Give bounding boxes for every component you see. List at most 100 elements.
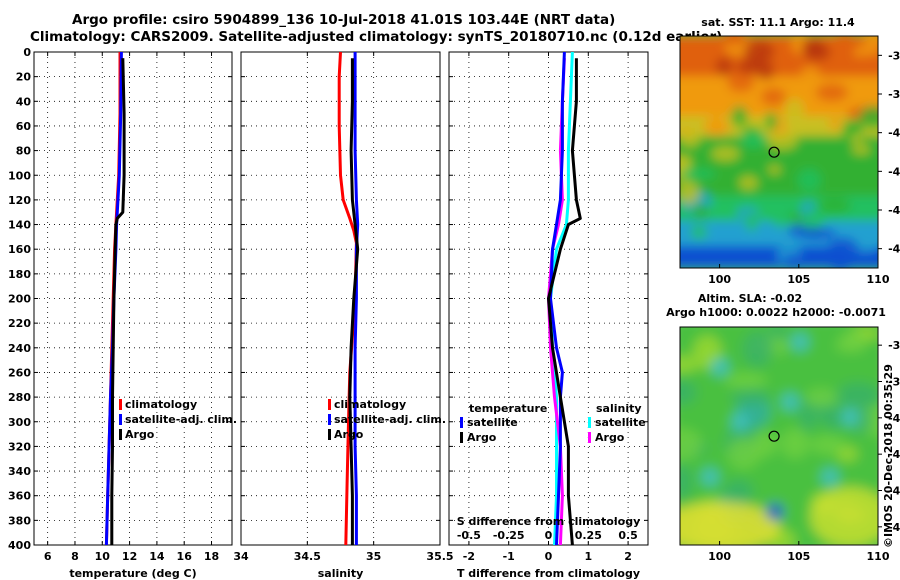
temperature-panel: 0 20 40 60 80 100 120 140 160 180 200 220 240 260 280 3… [8,46,237,580]
sla-blob [810,487,878,545]
y-tick-label: 40 [16,95,32,108]
sst-blob [801,38,825,55]
x-tick-label: 34.5 [294,550,321,563]
sla-blob [680,502,780,545]
argo-location-marker [768,146,780,158]
y-tick-label: 360 [8,490,31,503]
sla-map-subtitle: Argo h1000: 0.0022 h2000: -0.0071 [666,306,886,319]
sst-map [680,36,878,268]
legend-title-temperature: temperature [469,402,547,415]
series-t-argo [547,58,582,546]
y-tick-label: 140 [8,219,31,232]
sla-eddy [781,393,799,411]
sst-blob [757,60,775,81]
top-x-axis-label: S difference from climatology [457,515,641,528]
sst-blob [680,168,717,180]
sla-blob [724,372,768,389]
sst-blob [801,227,837,241]
legend-swatch [588,432,591,443]
sst-field [680,36,878,268]
x-tick-label: 34 [233,550,249,563]
map-x-tick-label: 100 [708,273,731,286]
map-y-tick-label: -38 [888,376,900,389]
argo-location-marker [768,430,780,442]
sst-blob [767,130,798,150]
legend-label: satellite-adj. clim. [334,413,446,426]
legend-label: satellite-adj. clim. [125,413,237,426]
map-y-tick-label: -44 [888,485,900,498]
map-x-tick-label: 105 [787,273,810,286]
sla-blob [742,331,773,368]
legend-label: Argo [595,431,625,444]
legend-title-salinity: salinity [596,402,642,415]
legend-label: satellite [595,416,646,429]
sst-blob [738,175,758,190]
sst-blob [680,129,701,148]
y-tick-label: 280 [8,391,31,404]
series-climatology [337,51,358,546]
legend-label: Argo [125,428,155,441]
series-argo [110,58,126,545]
x-axis-label: temperature (deg C) [69,567,196,580]
x-tick-label: 14 [149,550,165,563]
y-tick-label: 260 [8,366,31,379]
sla-eddy [791,333,809,351]
x-tick-label: 12 [122,550,137,563]
sst-blob [743,40,775,63]
y-tick-label: 220 [8,317,31,330]
sst-blob [784,98,805,121]
sst-blob [827,118,845,130]
y-tick-label: 400 [8,539,31,552]
map-y-tick-label: -40 [888,412,900,425]
sst-blob [692,203,709,220]
legend-label: satellite [467,416,518,429]
sla-blob [680,464,693,500]
sst-blob [711,146,740,162]
sla-blob [680,428,703,461]
y-tick-label: 180 [8,268,31,281]
x-tick-label: 10 [95,550,111,563]
sst-blob [858,105,878,130]
x-tick-label: 0 [545,550,553,563]
sla-blob [805,388,838,408]
map-y-tick-label: -42 [888,448,900,461]
figure-title-line2: Climatology: CARS2009. Satellite-adjuste… [30,29,723,45]
sla-eddy [767,504,783,520]
salinity-panel: 34 34.5 35 35.5 salinity climatology satellite… [233,51,454,580]
sst-map-frame [679,35,879,269]
sla-map-frame [679,326,879,546]
sla-blob [727,438,761,470]
map-y-tick-label: -38 [888,88,900,101]
sst-blob [827,237,859,261]
sst-blob [802,209,825,233]
map-x-tick-label: 110 [867,273,890,286]
sst-blob [836,36,853,44]
top-x-tick-label: -0.5 [457,529,481,542]
x-tick-label: 6 [44,550,52,563]
credit-text: ©IMOS 20-Dec-2018 00:35:29 [882,364,895,548]
top-x-tick-label: 0.25 [575,529,602,542]
y-tick-label: 340 [8,465,31,478]
y-tick-label: 0 [23,46,31,59]
legend-label: climatology [125,398,197,411]
top-x-tick-label: 0.5 [618,529,638,542]
y-tick-label: 100 [8,169,31,182]
legend-swatch [119,399,122,410]
sst-blob [744,212,759,232]
y-tick-label: 60 [16,120,32,133]
legend-swatch [328,429,331,440]
legend-swatch [588,417,591,428]
figure-title-line1: Argo profile: csiro 5904899_136 10-Jul-2… [72,12,616,28]
legend-label: Argo [334,428,364,441]
x-tick-label: 16 [177,550,193,563]
sst-blob [696,45,733,59]
x-axis-label: T difference from climatology [457,567,640,580]
sst-blob [768,164,781,175]
sst-blob [801,66,820,79]
legend-swatch [328,399,331,410]
top-x-tick-label: 0 [545,529,553,542]
sla-eddy [841,408,859,426]
sla-eddy [821,468,839,486]
sst-blob [863,36,878,48]
